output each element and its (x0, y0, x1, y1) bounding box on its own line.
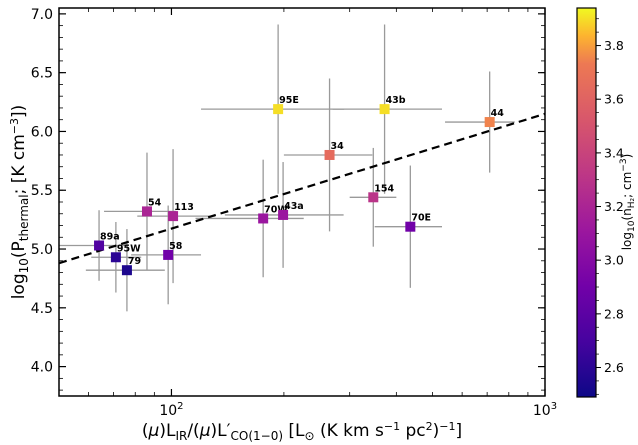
data-point-70W (258, 213, 269, 224)
error-bar-95E (201, 24, 345, 194)
colorbar-tick-label: 3.0 (604, 253, 624, 268)
data-point-154 (368, 192, 379, 203)
x-axis-label: (μ)LIR/(μ)L′CO(1−0) [L⊙ (K km s−1 pc2)−1… (142, 420, 462, 443)
y-tick-label: 7.0 (31, 7, 53, 23)
colorbar-tick-label: 3.6 (604, 92, 624, 107)
y-tick-label: 4.0 (31, 360, 53, 376)
data-point-34 (324, 149, 335, 160)
colorbar-tick-label: 3.2 (604, 199, 624, 214)
data-point-44 (484, 117, 495, 128)
data-point-79 (121, 265, 132, 276)
colorbar-tick-label: 3.4 (604, 145, 624, 160)
x-tick-label: 102 (159, 401, 183, 419)
axes: 4.0 4.5 5.0 5.5 6.0 6.5 7.0 102 103 (31, 7, 557, 419)
y-tick-label: 6.5 (31, 66, 53, 82)
point-label-113: 113 (174, 202, 194, 213)
point-label-154: 154 (374, 183, 394, 194)
data-point-95E (273, 104, 284, 115)
data-point-95W (110, 252, 121, 263)
y-tick-label: 4.5 (31, 301, 53, 317)
y-tick-label: 6.0 (31, 124, 53, 140)
data-point-43b (379, 104, 390, 115)
colorbar-label: log10(nH₂; cm−3) (619, 154, 637, 251)
y-tick-label: 5.5 (31, 183, 53, 199)
data-point-54 (141, 206, 152, 217)
data-point-43a (278, 209, 289, 220)
point-label-44: 44 (491, 108, 505, 119)
fit-line (58, 112, 546, 265)
point-label-70W: 70W (264, 204, 288, 215)
colorbar-gradient (576, 7, 597, 398)
point-label-95E: 95E (279, 95, 299, 106)
point-label-95W: 95W (117, 243, 141, 254)
point-label-58: 58 (169, 241, 183, 252)
error-bar-44 (445, 71, 515, 173)
y-tick-label: 5.0 (31, 242, 53, 258)
point-label-43a: 43a (284, 201, 304, 212)
colorbar: 2.6 2.8 3.0 3.2 3.4 3.6 3.8 (576, 7, 624, 398)
data-point-58 (163, 249, 174, 260)
point-label-70E: 70E (411, 213, 431, 224)
data-point-70E (405, 221, 416, 232)
point-label-54: 54 (148, 197, 162, 208)
point-label-79: 79 (128, 256, 141, 267)
data-point-89a (94, 240, 105, 251)
colorbar-tick-label: 2.8 (604, 306, 624, 321)
y-axis-label: log10(Pthermal; [K cm−3]) (8, 105, 31, 300)
colorbar-tick-label: 2.6 (604, 360, 624, 375)
colorbar-tick-label: 3.8 (604, 38, 624, 53)
point-label-89a: 89a (100, 232, 120, 243)
point-label-43b: 43b (386, 95, 406, 106)
x-tick-label: 103 (533, 401, 557, 419)
point-label-34: 34 (331, 141, 345, 152)
data-point-113 (168, 211, 179, 222)
